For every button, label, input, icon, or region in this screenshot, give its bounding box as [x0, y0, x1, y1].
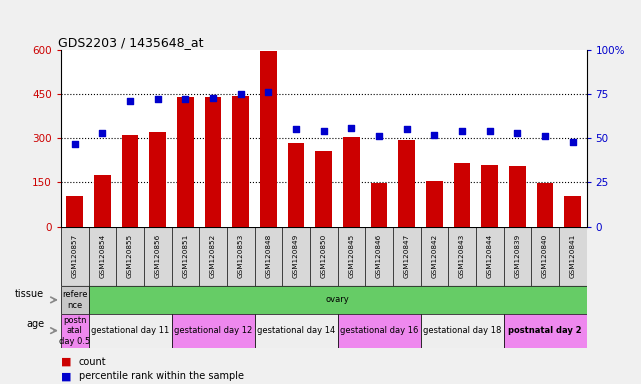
- Bar: [454, 163, 470, 227]
- Point: [208, 94, 218, 101]
- Text: GSM120843: GSM120843: [459, 234, 465, 278]
- Text: GSM120848: GSM120848: [265, 234, 271, 278]
- Bar: [564, 196, 581, 227]
- Bar: [370, 183, 387, 227]
- Bar: [343, 137, 360, 227]
- Point: [540, 133, 550, 139]
- Point: [291, 126, 301, 132]
- Text: GDS2203 / 1435648_at: GDS2203 / 1435648_at: [58, 36, 204, 49]
- Text: GSM120840: GSM120840: [542, 234, 548, 278]
- Text: GSM120853: GSM120853: [238, 234, 244, 278]
- Point: [125, 98, 135, 104]
- Text: ovary: ovary: [326, 295, 349, 305]
- Bar: [94, 175, 111, 227]
- Bar: [61, 286, 88, 314]
- Bar: [420, 314, 504, 348]
- Text: GSM120850: GSM120850: [320, 234, 327, 278]
- Text: postnatal day 2: postnatal day 2: [508, 326, 582, 335]
- Point: [457, 128, 467, 134]
- Text: GSM120844: GSM120844: [487, 234, 493, 278]
- Point: [263, 89, 274, 95]
- Bar: [254, 314, 338, 348]
- Point: [512, 130, 522, 136]
- Point: [153, 96, 163, 103]
- Point: [485, 128, 495, 134]
- Text: ■: ■: [61, 357, 71, 367]
- Text: gestational day 18: gestational day 18: [423, 326, 501, 335]
- Text: gestational day 11: gestational day 11: [91, 326, 169, 335]
- Text: postn
atal
day 0.5: postn atal day 0.5: [59, 316, 90, 346]
- Point: [567, 139, 578, 145]
- Text: GSM120851: GSM120851: [183, 234, 188, 278]
- Bar: [122, 135, 138, 227]
- Bar: [288, 142, 304, 227]
- Point: [374, 133, 384, 139]
- Point: [180, 96, 190, 103]
- Text: GSM120852: GSM120852: [210, 234, 216, 278]
- Bar: [88, 314, 172, 348]
- Text: refere
nce: refere nce: [62, 290, 87, 310]
- Text: GSM120842: GSM120842: [431, 234, 437, 278]
- Text: GSM120841: GSM120841: [570, 234, 576, 278]
- Bar: [504, 314, 587, 348]
- Bar: [67, 196, 83, 227]
- Bar: [338, 314, 420, 348]
- Bar: [509, 166, 526, 227]
- Text: GSM120847: GSM120847: [404, 234, 410, 278]
- Point: [236, 91, 246, 97]
- Bar: [172, 314, 254, 348]
- Bar: [260, 51, 277, 227]
- Bar: [149, 132, 166, 227]
- Text: count: count: [79, 357, 106, 367]
- Bar: [399, 140, 415, 227]
- Bar: [315, 151, 332, 227]
- Bar: [233, 96, 249, 227]
- Point: [70, 141, 80, 147]
- Text: GSM120856: GSM120856: [154, 234, 161, 278]
- Point: [401, 126, 412, 132]
- Text: GSM120845: GSM120845: [348, 234, 354, 278]
- Text: GSM120855: GSM120855: [127, 234, 133, 278]
- Bar: [61, 314, 88, 348]
- Point: [346, 124, 356, 131]
- Text: gestational day 14: gestational day 14: [257, 326, 335, 335]
- Bar: [204, 97, 221, 227]
- Text: gestational day 16: gestational day 16: [340, 326, 418, 335]
- Point: [319, 128, 329, 134]
- Text: age: age: [26, 319, 44, 329]
- Text: GSM120854: GSM120854: [99, 234, 105, 278]
- Text: tissue: tissue: [15, 290, 44, 300]
- Text: percentile rank within the sample: percentile rank within the sample: [79, 371, 244, 381]
- Text: GSM120857: GSM120857: [72, 234, 78, 278]
- Text: ■: ■: [61, 371, 71, 381]
- Text: GSM120849: GSM120849: [293, 234, 299, 278]
- Bar: [426, 181, 443, 227]
- Bar: [177, 97, 194, 227]
- Text: GSM120846: GSM120846: [376, 234, 382, 278]
- Point: [97, 130, 108, 136]
- Text: gestational day 12: gestational day 12: [174, 326, 252, 335]
- Bar: [537, 183, 553, 227]
- Point: [429, 132, 440, 138]
- Bar: [481, 165, 498, 227]
- Text: GSM120839: GSM120839: [514, 234, 520, 278]
